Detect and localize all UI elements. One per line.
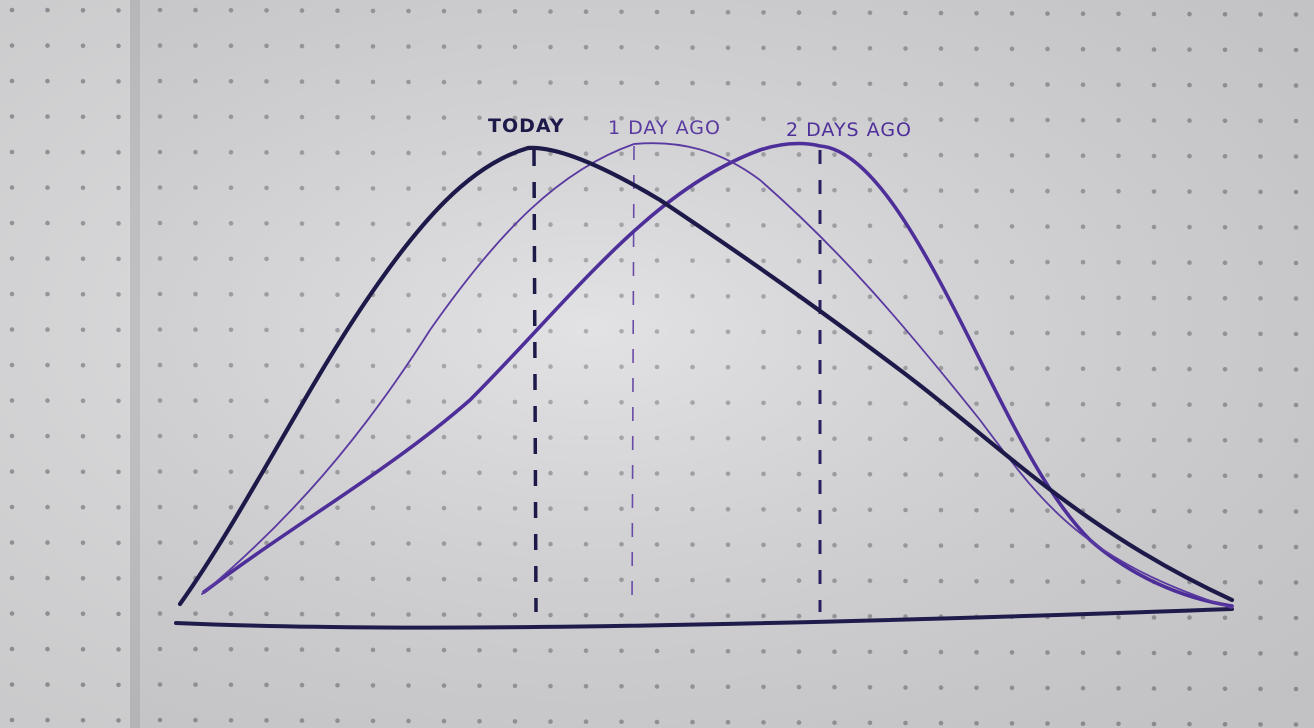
- label-2-days-ago: 2 DAYS AGO: [786, 119, 912, 141]
- peak-marker-today: [532, 149, 538, 613]
- curve-2-days-ago: [202, 141, 1234, 608]
- peak-marker-1-day-ago: [631, 145, 635, 609]
- x-axis-baseline: [174, 607, 1234, 630]
- curve-1-day-ago: [201, 142, 1233, 609]
- label-1-day-ago: 1 DAY AGO: [608, 117, 721, 139]
- label-today: TODAY: [488, 115, 565, 137]
- curve-today: [177, 145, 1235, 607]
